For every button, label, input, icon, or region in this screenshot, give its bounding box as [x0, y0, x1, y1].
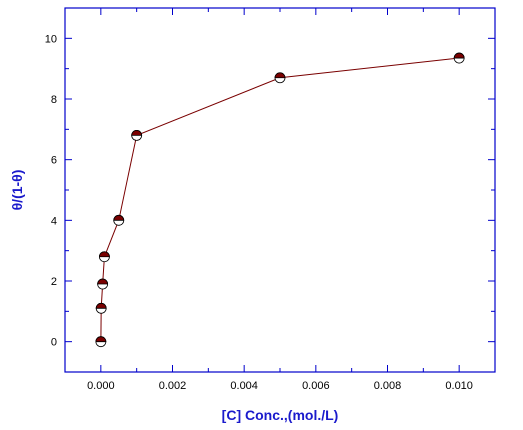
x-tick-label: 0.004	[230, 380, 258, 392]
series-0	[95, 52, 465, 348]
data-point	[274, 72, 286, 84]
y-axis-ticks: 0 2 4 6 8 10	[45, 7, 495, 373]
marker-top-half	[453, 52, 465, 59]
marker-top-half	[95, 302, 107, 309]
x-axis-label: [C] Conc.,(mol./L)	[222, 407, 339, 423]
x-tick-label: 0.008	[374, 380, 402, 392]
data-point	[113, 214, 125, 226]
y-tick-label: 10	[45, 33, 57, 45]
x-tick-label: 0.006	[302, 380, 330, 392]
marker-top-half	[113, 215, 125, 221]
y-tick-label: 0	[51, 337, 57, 349]
data-point	[95, 302, 107, 314]
x-tick-label: 0.002	[159, 380, 187, 392]
data-point	[97, 278, 109, 290]
marker-top-half	[274, 72, 286, 79]
y-tick-label: 2	[51, 276, 57, 288]
x-axis-ticks: 0.000 0.002 0.004 0.006 0.008 0.010	[64, 8, 473, 392]
plot-border	[64, 7, 496, 373]
marker-top-half	[97, 278, 109, 285]
y-tick-label: 4	[51, 215, 57, 227]
series-line	[100, 57, 460, 342]
plot-frame	[64, 7, 496, 373]
x-tick-label: 0.000	[87, 380, 115, 392]
y-axis-label: θ/(1-θ)	[9, 170, 25, 211]
y-tick-label: 6	[51, 155, 57, 167]
x-tick-label: 0.010	[445, 380, 473, 392]
y-tick-label: 8	[51, 94, 57, 106]
data-point	[99, 251, 110, 263]
marker-top-half	[95, 336, 107, 343]
marker-top-half	[99, 251, 110, 258]
marker-top-half	[131, 130, 143, 136]
data-point	[95, 336, 107, 348]
data-point	[131, 129, 143, 141]
data-point	[453, 52, 465, 64]
